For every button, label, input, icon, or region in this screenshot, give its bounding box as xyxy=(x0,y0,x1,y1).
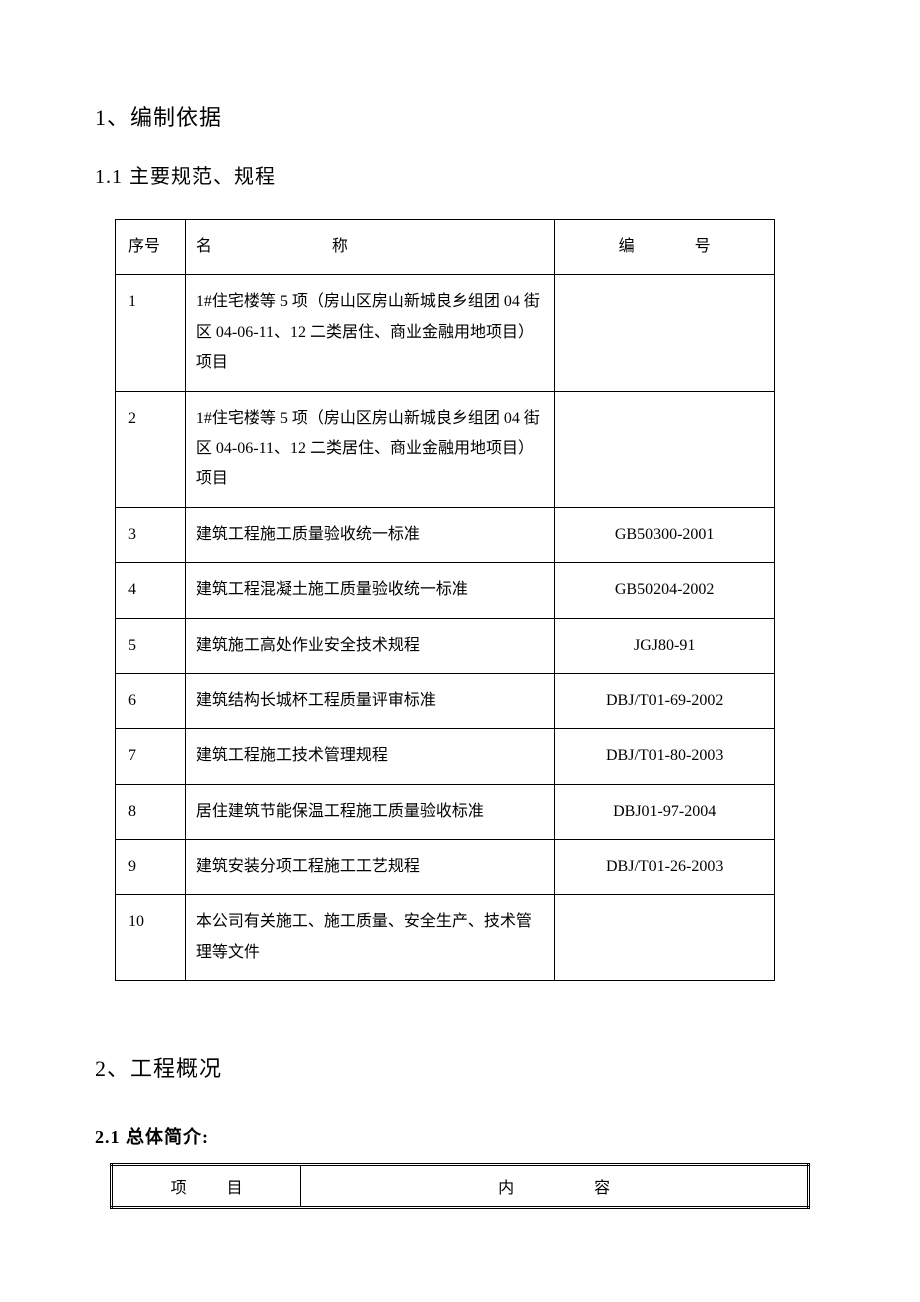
cell-seq: 3 xyxy=(116,507,186,562)
header-project-char1: 项 xyxy=(171,1180,227,1197)
cell-name: 建筑工程混凝土施工质量验收统一标准 xyxy=(185,563,554,618)
cell-name: 建筑工程施工技术管理规程 xyxy=(185,729,554,784)
header-name-char2: 称 xyxy=(332,238,350,255)
cell-code: DBJ/T01-26-2003 xyxy=(555,840,775,895)
header-name: 名称 xyxy=(185,220,554,275)
table-row: 2 1#住宅楼等 5 项（房山区房山新城良乡组团 04 街区 04-06-11、… xyxy=(116,391,775,507)
table-header-row: 项目 内容 xyxy=(112,1165,809,1208)
header-content: 内容 xyxy=(301,1165,809,1208)
section-2-1-heading: 2.1 总体简介: xyxy=(95,1123,825,1149)
section-1-heading: 1、编制依据 xyxy=(95,100,825,132)
table-row: 1 1#住宅楼等 5 项（房山区房山新城良乡组团 04 街区 04-06-11、… xyxy=(116,275,775,391)
cell-code xyxy=(555,895,775,981)
cell-name: 1#住宅楼等 5 项（房山区房山新城良乡组团 04 街区 04-06-11、12… xyxy=(185,391,554,507)
header-name-char1: 名 xyxy=(196,238,332,255)
cell-code: DBJ/T01-69-2002 xyxy=(555,673,775,728)
cell-seq: 10 xyxy=(116,895,186,981)
table-row: 3 建筑工程施工质量验收统一标准 GB50300-2001 xyxy=(116,507,775,562)
cell-name: 建筑结构长城杯工程质量评审标准 xyxy=(185,673,554,728)
cell-name: 建筑安装分项工程施工工艺规程 xyxy=(185,840,554,895)
cell-seq: 7 xyxy=(116,729,186,784)
cell-name: 1#住宅楼等 5 项（房山区房山新城良乡组团 04 街区 04-06-11、12… xyxy=(185,275,554,391)
cell-code xyxy=(555,391,775,507)
table-row: 5 建筑施工高处作业安全技术规程 JGJ80-91 xyxy=(116,618,775,673)
table-row: 6 建筑结构长城杯工程质量评审标准 DBJ/T01-69-2002 xyxy=(116,673,775,728)
header-seq: 序号 xyxy=(116,220,186,275)
cell-code xyxy=(555,275,775,391)
header-code: 编号 xyxy=(555,220,775,275)
header-project: 项目 xyxy=(112,1165,301,1208)
section-2-heading: 2、工程概况 xyxy=(95,1051,825,1083)
cell-seq: 8 xyxy=(116,784,186,839)
cell-code: GB50300-2001 xyxy=(555,507,775,562)
standards-table: 序号 名称 编号 1 1#住宅楼等 5 项（房山区房山新城良乡组团 04 街区 … xyxy=(115,219,775,981)
cell-name: 建筑施工高处作业安全技术规程 xyxy=(185,618,554,673)
table-row: 7 建筑工程施工技术管理规程 DBJ/T01-80-2003 xyxy=(116,729,775,784)
header-content-char1: 内 xyxy=(498,1180,594,1197)
cell-seq: 5 xyxy=(116,618,186,673)
header-code-char2: 号 xyxy=(695,238,711,255)
cell-code: DBJ/T01-80-2003 xyxy=(555,729,775,784)
overview-table: 项目 内容 xyxy=(110,1163,810,1209)
cell-seq: 9 xyxy=(116,840,186,895)
cell-name: 建筑工程施工质量验收统一标准 xyxy=(185,507,554,562)
cell-code: JGJ80-91 xyxy=(555,618,775,673)
cell-seq: 4 xyxy=(116,563,186,618)
cell-name: 居住建筑节能保温工程施工质量验收标准 xyxy=(185,784,554,839)
table-row: 10 本公司有关施工、施工质量、安全生产、技术管理等文件 xyxy=(116,895,775,981)
header-project-char2: 目 xyxy=(227,1180,243,1197)
cell-code: DBJ01-97-2004 xyxy=(555,784,775,839)
cell-seq: 1 xyxy=(116,275,186,391)
header-content-char2: 容 xyxy=(594,1180,610,1197)
table-header-row: 序号 名称 编号 xyxy=(116,220,775,275)
table-row: 8 居住建筑节能保温工程施工质量验收标准 DBJ01-97-2004 xyxy=(116,784,775,839)
cell-seq: 6 xyxy=(116,673,186,728)
table-row: 9 建筑安装分项工程施工工艺规程 DBJ/T01-26-2003 xyxy=(116,840,775,895)
table-row: 4 建筑工程混凝土施工质量验收统一标准 GB50204-2002 xyxy=(116,563,775,618)
cell-code: GB50204-2002 xyxy=(555,563,775,618)
cell-seq: 2 xyxy=(116,391,186,507)
cell-name: 本公司有关施工、施工质量、安全生产、技术管理等文件 xyxy=(185,895,554,981)
header-code-char1: 编 xyxy=(619,238,695,255)
section-1-1-heading: 1.1 主要规范、规程 xyxy=(95,160,825,189)
